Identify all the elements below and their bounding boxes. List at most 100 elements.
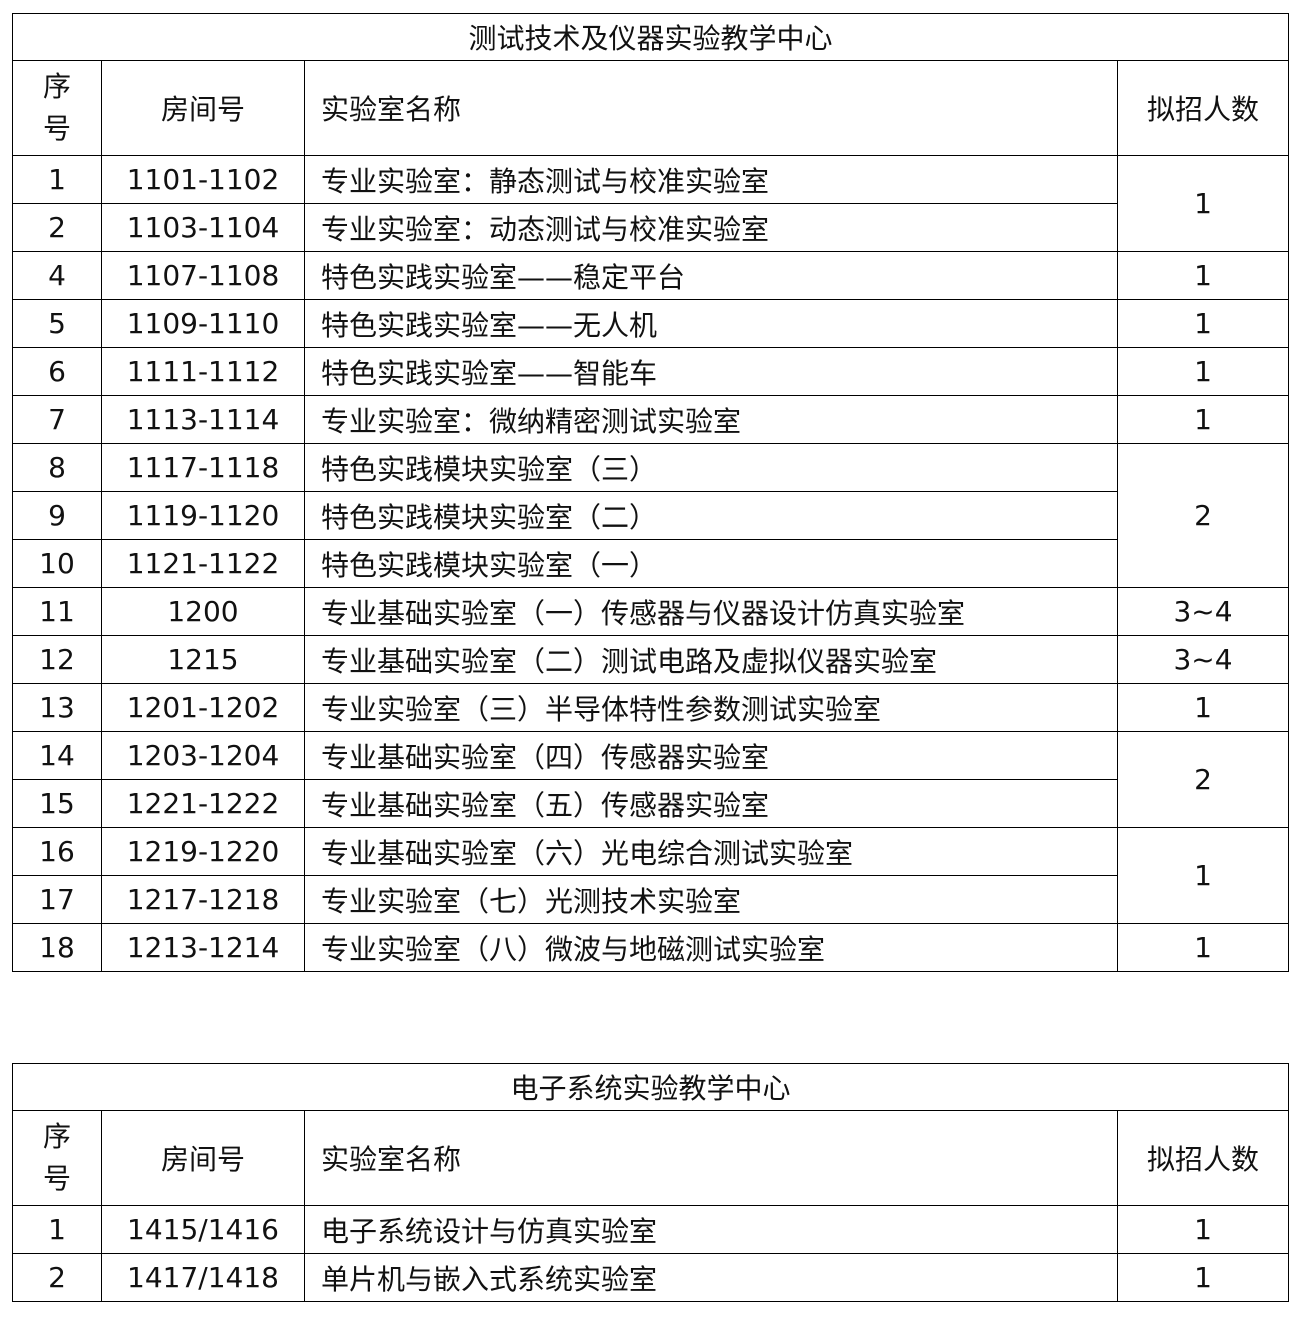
header-room: 房间号 bbox=[101, 60, 305, 156]
header-seq-line2: 号 bbox=[42, 1162, 71, 1195]
cell-seq: 8 bbox=[12, 443, 102, 492]
cell-count: 2 bbox=[1116, 443, 1290, 588]
table-title: 测试技术及仪器实验教学中心 bbox=[11, 13, 1290, 61]
cell-seq: 2 bbox=[12, 1253, 102, 1302]
cell-lab-name: 专业实验室（三）半导体特性参数测试实验室 bbox=[304, 683, 1118, 732]
cell-room: 1221-1222 bbox=[101, 779, 305, 828]
table-row: 6 1111-1112 特色实践实验室——智能车 1 bbox=[12, 347, 1290, 396]
cell-seq: 5 bbox=[12, 299, 102, 348]
cell-room: 1101-1102 bbox=[101, 155, 305, 204]
cell-room: 1117-1118 bbox=[101, 443, 305, 492]
table-row: 16 1219-1220 专业基础实验室（六）光电综合测试实验室 1 bbox=[12, 827, 1290, 924]
cell-room: 1415/1416 bbox=[101, 1205, 305, 1254]
cell-lab-name: 特色实践实验室——稳定平台 bbox=[304, 251, 1118, 300]
cell-room: 1417/1418 bbox=[101, 1253, 305, 1302]
cell-room: 1203-1204 bbox=[101, 731, 305, 780]
cell-count: 1 bbox=[1116, 1253, 1290, 1302]
cell-room: 1213-1214 bbox=[101, 923, 305, 972]
header-seq: 序号 bbox=[12, 1110, 102, 1206]
cell-seq: 14 bbox=[12, 731, 102, 780]
cell-room: 1219-1220 bbox=[101, 827, 305, 876]
table-row: 7 1113-1114 专业实验室：微纳精密测试实验室 1 bbox=[12, 395, 1290, 444]
cell-seq: 11 bbox=[12, 587, 102, 636]
cell-room: 1217-1218 bbox=[101, 875, 305, 924]
table-row: 1 1101-1102 专业实验室：静态测试与校准实验室 1 bbox=[12, 155, 1290, 252]
cell-lab-name: 专业基础实验室（二）测试电路及虚拟仪器实验室 bbox=[304, 635, 1118, 684]
cell-lab-name: 专业基础实验室（六）光电综合测试实验室 bbox=[304, 827, 1118, 876]
cell-seq: 2 bbox=[12, 203, 102, 252]
cell-room: 1109-1110 bbox=[101, 299, 305, 348]
table-row: 5 1109-1110 特色实践实验室——无人机 1 bbox=[12, 299, 1290, 348]
cell-lab-name: 专业实验室：静态测试与校准实验室 bbox=[304, 155, 1118, 204]
table-row: 15 1221-1222 专业基础实验室（五）传感器实验室 bbox=[12, 779, 1289, 828]
cell-lab-name: 专业实验室：动态测试与校准实验室 bbox=[304, 203, 1118, 252]
table-row: 11 1200 专业基础实验室（一）传感器与仪器设计仿真实验室 3~4 bbox=[12, 587, 1290, 636]
header-count: 拟招人数 bbox=[1116, 1110, 1290, 1206]
cell-lab-name: 专业实验室（七）光测技术实验室 bbox=[304, 875, 1118, 924]
cell-lab-name: 专业实验室：微纳精密测试实验室 bbox=[304, 395, 1118, 444]
cell-lab-name: 专业基础实验室（一）传感器与仪器设计仿真实验室 bbox=[304, 587, 1118, 636]
header-seq-line1: 序 bbox=[42, 70, 71, 103]
cell-count: 1 bbox=[1116, 827, 1290, 924]
cell-room: 1200 bbox=[101, 587, 305, 636]
header-seq-line1: 序 bbox=[42, 1120, 71, 1153]
cell-room: 1103-1104 bbox=[101, 203, 305, 252]
table-title: 电子系统实验教学中心 bbox=[11, 1063, 1290, 1111]
table-row: 1 1415/1416 电子系统设计与仿真实验室 1 bbox=[12, 1205, 1290, 1254]
cell-seq: 7 bbox=[12, 395, 102, 444]
table-row: 9 1119-1120 特色实践模块实验室（二） bbox=[12, 491, 1289, 540]
cell-count: 3~4 bbox=[1116, 635, 1290, 684]
cell-lab-name: 单片机与嵌入式系统实验室 bbox=[304, 1253, 1118, 1302]
header-seq: 序号 bbox=[12, 60, 102, 156]
cell-lab-name: 专业基础实验室（五）传感器实验室 bbox=[304, 779, 1118, 828]
cell-count: 1 bbox=[1116, 155, 1290, 252]
cell-seq: 16 bbox=[12, 827, 102, 876]
cell-lab-name: 专业基础实验室（四）传感器实验室 bbox=[304, 731, 1118, 780]
cell-room: 1201-1202 bbox=[101, 683, 305, 732]
cell-count: 1 bbox=[1116, 1205, 1290, 1254]
table-row: 12 1215 专业基础实验室（二）测试电路及虚拟仪器实验室 3~4 bbox=[12, 635, 1290, 684]
cell-count: 1 bbox=[1116, 251, 1290, 300]
header-seq-line2: 号 bbox=[42, 112, 71, 145]
cell-seq: 17 bbox=[12, 875, 102, 924]
table-row: 2 1417/1418 单片机与嵌入式系统实验室 1 bbox=[12, 1253, 1290, 1302]
table-row: 18 1213-1214 专业实验室（八）微波与地磁测试实验室 1 bbox=[12, 923, 1290, 972]
cell-seq: 15 bbox=[12, 779, 102, 828]
table-row: 13 1201-1202 专业实验室（三）半导体特性参数测试实验室 1 bbox=[12, 683, 1290, 732]
table-row: 4 1107-1108 特色实践实验室——稳定平台 1 bbox=[12, 251, 1290, 300]
cell-seq: 13 bbox=[12, 683, 102, 732]
lab-table-testing-center: 测试技术及仪器实验教学中心序号房间号 实验室名称 拟招人数 1 1101-1102 专业实… bbox=[11, 13, 1290, 972]
cell-seq: 18 bbox=[12, 923, 102, 972]
cell-lab-name: 特色实践模块实验室（二） bbox=[304, 491, 1118, 540]
cell-room: 1113-1114 bbox=[101, 395, 305, 444]
cell-seq: 10 bbox=[12, 539, 102, 588]
cell-count: 1 bbox=[1116, 299, 1290, 348]
cell-lab-name: 电子系统设计与仿真实验室 bbox=[304, 1205, 1118, 1254]
header-name: 实验室名称 bbox=[304, 60, 1118, 156]
cell-lab-name: 专业实验室（八）微波与地磁测试实验室 bbox=[304, 923, 1118, 972]
cell-count: 1 bbox=[1116, 395, 1290, 444]
cell-seq: 1 bbox=[12, 155, 102, 204]
cell-lab-name: 特色实践模块实验室（一） bbox=[304, 539, 1118, 588]
cell-count: 3~4 bbox=[1116, 587, 1290, 636]
cell-room: 1119-1120 bbox=[101, 491, 305, 540]
header-count: 拟招人数 bbox=[1116, 60, 1290, 156]
cell-seq: 4 bbox=[12, 251, 102, 300]
cell-seq: 6 bbox=[12, 347, 102, 396]
cell-room: 1111-1112 bbox=[101, 347, 305, 396]
cell-seq: 12 bbox=[12, 635, 102, 684]
cell-count: 2 bbox=[1116, 731, 1290, 828]
table-row: 17 1217-1218 专业实验室（七）光测技术实验室 bbox=[12, 875, 1289, 924]
cell-room: 1215 bbox=[101, 635, 305, 684]
header-name: 实验室名称 bbox=[304, 1110, 1118, 1206]
table-row: 8 1117-1118 特色实践模块实验室（三） 2 bbox=[12, 443, 1290, 588]
header-room: 房间号 bbox=[101, 1110, 305, 1206]
cell-count: 1 bbox=[1116, 923, 1290, 972]
lab-table-electronic-center: 电子系统实验教学中心序号房间号 实验室名称 拟招人数 1 1415/1416 电子系统设计… bbox=[11, 1063, 1290, 1302]
cell-seq: 9 bbox=[12, 491, 102, 540]
cell-lab-name: 特色实践实验室——智能车 bbox=[304, 347, 1118, 396]
cell-count: 1 bbox=[1116, 683, 1290, 732]
cell-room: 1107-1108 bbox=[101, 251, 305, 300]
cell-room: 1121-1122 bbox=[101, 539, 305, 588]
table-row: 14 1203-1204 专业基础实验室（四）传感器实验室 2 bbox=[12, 731, 1290, 828]
